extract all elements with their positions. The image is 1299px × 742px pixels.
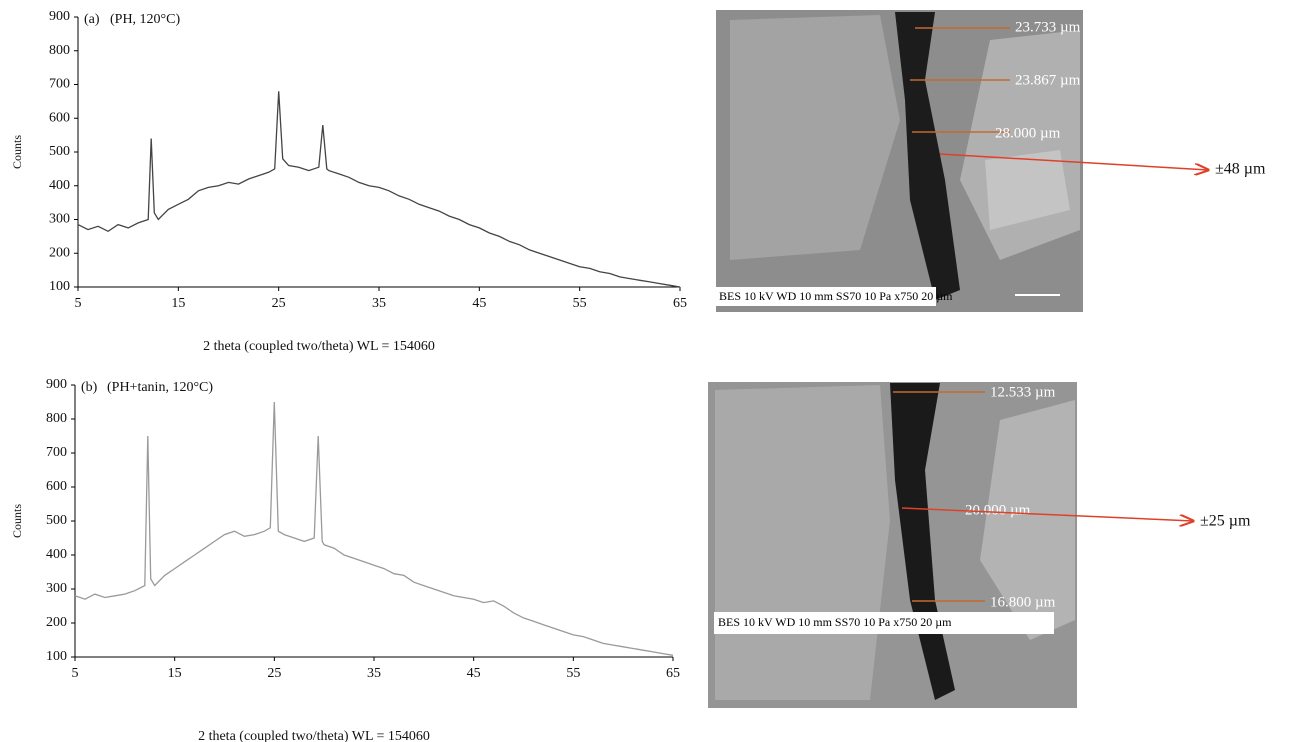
y-tick-label: 600 bbox=[49, 110, 70, 125]
x-tick-label: 65 bbox=[673, 296, 687, 311]
x-tick-label: 35 bbox=[367, 666, 381, 681]
measurement: 16.800 µm bbox=[990, 594, 1056, 610]
measurement: 12.533 µm bbox=[990, 384, 1056, 400]
data-line bbox=[75, 402, 673, 655]
x-axis-label: 2 theta (coupled two/theta) WL = 154060 bbox=[203, 339, 435, 354]
y-tick-label: 700 bbox=[49, 77, 70, 92]
measurement: 28.000 µm bbox=[995, 125, 1061, 141]
info-bar: BES 10 kV WD 10 mm SS70 10 Pa x750 20 µm bbox=[719, 289, 953, 303]
x-tick-label: 15 bbox=[171, 296, 185, 311]
annotation: (PH, 120°C) bbox=[110, 12, 180, 27]
y-tick-label: 500 bbox=[49, 144, 70, 159]
y-tick-label: 100 bbox=[46, 649, 67, 664]
x-tick-label: 45 bbox=[472, 296, 486, 311]
x-tick-label: 35 bbox=[372, 296, 386, 311]
y-tick-label: 300 bbox=[49, 212, 70, 227]
x-tick-label: 45 bbox=[467, 666, 481, 681]
y-tick-label: 800 bbox=[49, 43, 70, 58]
x-tick-label: 65 bbox=[666, 666, 680, 681]
x-tick-label: 55 bbox=[566, 666, 580, 681]
y-tick-label: 700 bbox=[46, 445, 67, 460]
y-tick-label: 400 bbox=[46, 547, 67, 562]
y-axis-label: Counts bbox=[10, 135, 24, 169]
data-line bbox=[78, 91, 680, 287]
x-tick-label: 15 bbox=[168, 666, 182, 681]
y-tick-label: 200 bbox=[46, 615, 67, 630]
callout: ±25 µm bbox=[1200, 513, 1251, 530]
y-tick-label: 800 bbox=[46, 411, 67, 426]
x-tick-label: 25 bbox=[267, 666, 281, 681]
x-tick-label: 5 bbox=[75, 296, 82, 311]
x-tick-label: 55 bbox=[573, 296, 587, 311]
figure: 23.733 µm 23.867 µm 28.000 µm BES 10 kV … bbox=[0, 0, 1299, 742]
measurement: 23.733 µm bbox=[1015, 19, 1081, 35]
y-tick-label: 100 bbox=[49, 279, 70, 294]
x-tick-label: 25 bbox=[272, 296, 286, 311]
sem-image: 23.733 µm 23.867 µm 28.000 µm BES 10 kV … bbox=[716, 10, 1083, 312]
annotation: (PH+tanin, 120°C) bbox=[107, 380, 213, 395]
x-tick-label: 5 bbox=[72, 666, 79, 681]
sem-image: 12.533 µm 20.000 µm 16.800 µm BES 10 kV … bbox=[708, 382, 1077, 708]
y-tick-label: 600 bbox=[46, 479, 67, 494]
info-bar: BES 10 kV WD 10 mm SS70 10 Pa x750 20 µm bbox=[718, 615, 952, 629]
panel-label: (a) bbox=[84, 12, 100, 27]
y-tick-label: 500 bbox=[46, 513, 67, 528]
y-tick-label: 300 bbox=[46, 581, 67, 596]
measurement: 23.867 µm bbox=[1015, 72, 1081, 88]
measurement: 20.000 µm bbox=[965, 502, 1031, 518]
y-tick-label: 400 bbox=[49, 178, 70, 193]
y-tick-label: 900 bbox=[49, 9, 70, 24]
x-axis-label: 2 theta (coupled two/theta) WL = 154060 bbox=[198, 729, 430, 742]
y-tick-label: 200 bbox=[49, 245, 70, 260]
panel-label: (b) bbox=[81, 380, 98, 395]
y-tick-label: 900 bbox=[46, 377, 67, 392]
callout: ±48 µm bbox=[1215, 161, 1266, 178]
y-axis-label: Counts bbox=[10, 504, 24, 538]
